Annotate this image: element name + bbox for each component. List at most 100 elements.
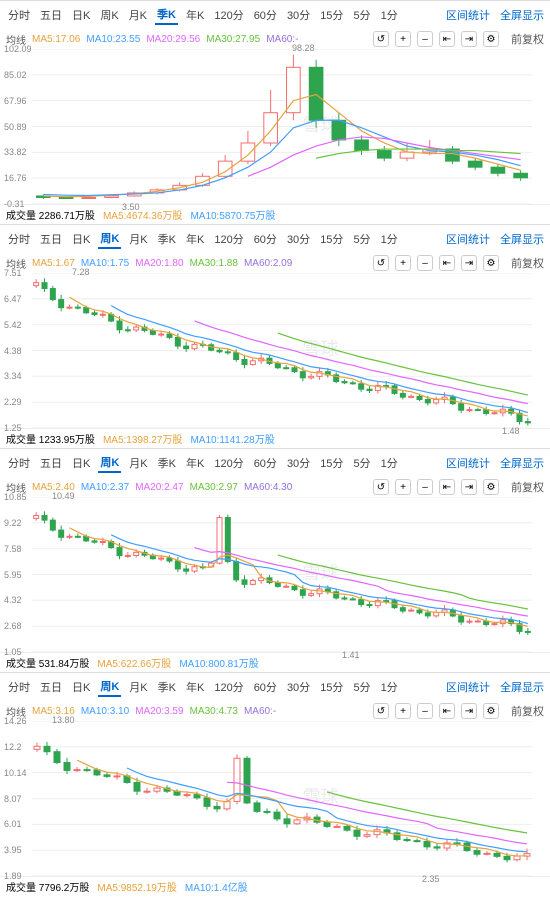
tab-120分[interactable]: 120分 bbox=[212, 230, 245, 248]
gear-icon[interactable]: ⚙ bbox=[483, 479, 499, 495]
tab-30分[interactable]: 30分 bbox=[285, 678, 312, 696]
tab-五日[interactable]: 五日 bbox=[38, 230, 64, 248]
tool-btn-2[interactable]: – bbox=[417, 703, 433, 719]
tab-月K[interactable]: 月K bbox=[127, 678, 149, 696]
range-stats[interactable]: 区间统计 bbox=[446, 231, 490, 247]
tool-btn-3[interactable]: ⇤ bbox=[439, 479, 455, 495]
chart-panel: 分时五日日K周K月K季K年K120分60分30分15分5分1分区间统计全屏显示均… bbox=[0, 224, 550, 448]
tool-btn-3[interactable]: ⇤ bbox=[439, 31, 455, 47]
gear-icon[interactable]: ⚙ bbox=[483, 255, 499, 271]
ma-MA10: MA10:2.37 bbox=[81, 482, 129, 493]
tool-btn-4[interactable]: ⇥ bbox=[461, 31, 477, 47]
tool-btn-1[interactable]: + bbox=[395, 703, 411, 719]
tab-日K[interactable]: 日K bbox=[70, 454, 92, 472]
tab-周K[interactable]: 周K bbox=[98, 677, 121, 697]
tab-季K[interactable]: 季K bbox=[155, 5, 178, 25]
tab-分时[interactable]: 分时 bbox=[6, 230, 32, 248]
tab-周K[interactable]: 周K bbox=[98, 229, 121, 249]
tab-60分[interactable]: 60分 bbox=[252, 230, 279, 248]
timeframe-tabs: 分时五日日K 周K 月K 季K 年K 120分 60分 30分 15分 5分 1分 区间统计全屏显示 bbox=[0, 225, 550, 253]
tab-120分[interactable]: 120分 bbox=[212, 678, 245, 696]
adjustment-mode[interactable]: 前复权 bbox=[511, 703, 544, 719]
chart-panel: 分时五日日K周K月K季K年K120分60分30分15分5分1分区间统计全屏显示均… bbox=[0, 0, 550, 224]
tab-5分[interactable]: 5分 bbox=[351, 678, 372, 696]
tool-btn-0[interactable]: ↺ bbox=[373, 479, 389, 495]
range-stats[interactable]: 区间统计 bbox=[446, 679, 490, 695]
tab-五日[interactable]: 五日 bbox=[38, 454, 64, 472]
tab-1分[interactable]: 1分 bbox=[379, 454, 400, 472]
tool-btn-3[interactable]: ⇤ bbox=[439, 703, 455, 719]
tab-月K[interactable]: 月K bbox=[127, 6, 149, 24]
tab-分时[interactable]: 分时 bbox=[6, 678, 32, 696]
tab-120分[interactable]: 120分 bbox=[212, 454, 245, 472]
tab-1分[interactable]: 1分 bbox=[379, 6, 400, 24]
tab-周K[interactable]: 周K bbox=[98, 453, 121, 473]
tab-年K[interactable]: 年K bbox=[184, 230, 206, 248]
tab-年K[interactable]: 年K bbox=[184, 6, 206, 24]
tab-季K[interactable]: 季K bbox=[156, 678, 178, 696]
gear-icon[interactable]: ⚙ bbox=[483, 31, 499, 47]
tab-15分[interactable]: 15分 bbox=[318, 230, 345, 248]
tab-年K[interactable]: 年K bbox=[184, 678, 206, 696]
range-stats[interactable]: 区间统计 bbox=[446, 455, 490, 471]
volume-legend: 成交量 531.84万股MA5:622.66万股MA10:800.81万股 bbox=[0, 652, 550, 672]
range-stats[interactable]: 区间统计 bbox=[446, 7, 490, 23]
tab-季K[interactable]: 季K bbox=[156, 230, 178, 248]
price-annotation: 1.48 bbox=[502, 426, 520, 436]
tab-15分[interactable]: 15分 bbox=[318, 454, 345, 472]
tool-btn-3[interactable]: ⇤ bbox=[439, 255, 455, 271]
tab-1分[interactable]: 1分 bbox=[379, 230, 400, 248]
tool-btn-4[interactable]: ⇥ bbox=[461, 479, 477, 495]
tab-日K[interactable]: 日K bbox=[70, 678, 92, 696]
tab-30分[interactable]: 30分 bbox=[285, 6, 312, 24]
tab-60分[interactable]: 60分 bbox=[252, 678, 279, 696]
tab-日K[interactable]: 日K bbox=[70, 230, 92, 248]
tool-btn-4[interactable]: ⇥ bbox=[461, 255, 477, 271]
tool-btn-0[interactable]: ↺ bbox=[373, 31, 389, 47]
tab-60分[interactable]: 60分 bbox=[252, 6, 279, 24]
tab-5分[interactable]: 5分 bbox=[351, 230, 372, 248]
candlestick-chart[interactable]: 14.2612.210.148.076.013.951.89雪球13.802.3… bbox=[0, 721, 550, 876]
tab-1分[interactable]: 1分 bbox=[379, 678, 400, 696]
ma-MA30: MA30:27.95 bbox=[206, 34, 260, 45]
tab-周K[interactable]: 周K bbox=[98, 6, 120, 24]
tab-15分[interactable]: 15分 bbox=[318, 6, 345, 24]
fullscreen[interactable]: 全屏显示 bbox=[500, 679, 544, 695]
tool-btn-1[interactable]: + bbox=[395, 255, 411, 271]
tab-五日[interactable]: 五日 bbox=[38, 6, 64, 24]
ma-MA60: MA60:- bbox=[244, 706, 276, 717]
tab-日K[interactable]: 日K bbox=[70, 6, 92, 24]
tab-分时[interactable]: 分时 bbox=[6, 6, 32, 24]
tab-年K[interactable]: 年K bbox=[184, 454, 206, 472]
tab-季K[interactable]: 季K bbox=[156, 454, 178, 472]
tab-60分[interactable]: 60分 bbox=[252, 454, 279, 472]
tool-btn-1[interactable]: + bbox=[395, 31, 411, 47]
tool-btn-0[interactable]: ↺ bbox=[373, 703, 389, 719]
fullscreen[interactable]: 全屏显示 bbox=[500, 455, 544, 471]
gear-icon[interactable]: ⚙ bbox=[483, 703, 499, 719]
tool-btn-4[interactable]: ⇥ bbox=[461, 703, 477, 719]
tool-btn-1[interactable]: + bbox=[395, 479, 411, 495]
adjustment-mode[interactable]: 前复权 bbox=[511, 255, 544, 271]
adjustment-mode[interactable]: 前复权 bbox=[511, 479, 544, 495]
fullscreen[interactable]: 全屏显示 bbox=[500, 7, 544, 23]
tool-btn-0[interactable]: ↺ bbox=[373, 255, 389, 271]
candlestick-chart[interactable]: 102.0985.0267.9650.8933.8216.76-0.31雪球98… bbox=[0, 49, 550, 204]
tab-月K[interactable]: 月K bbox=[127, 454, 149, 472]
tab-5分[interactable]: 5分 bbox=[351, 454, 372, 472]
tab-120分[interactable]: 120分 bbox=[212, 6, 245, 24]
tab-15分[interactable]: 15分 bbox=[318, 678, 345, 696]
tab-分时[interactable]: 分时 bbox=[6, 454, 32, 472]
tab-30分[interactable]: 30分 bbox=[285, 454, 312, 472]
candlestick-chart[interactable]: 7.516.475.424.383.342.291.25雪球7.281.48 bbox=[0, 273, 550, 428]
tab-5分[interactable]: 5分 bbox=[351, 6, 372, 24]
tab-五日[interactable]: 五日 bbox=[38, 678, 64, 696]
tool-btn-2[interactable]: – bbox=[417, 255, 433, 271]
fullscreen[interactable]: 全屏显示 bbox=[500, 231, 544, 247]
candlestick-chart[interactable]: 10.859.227.585.954.322.681.05雪球10.491.41 bbox=[0, 497, 550, 652]
tab-月K[interactable]: 月K bbox=[127, 230, 149, 248]
tab-30分[interactable]: 30分 bbox=[285, 230, 312, 248]
tool-btn-2[interactable]: – bbox=[417, 31, 433, 47]
adjustment-mode[interactable]: 前复权 bbox=[511, 31, 544, 47]
tool-btn-2[interactable]: – bbox=[417, 479, 433, 495]
